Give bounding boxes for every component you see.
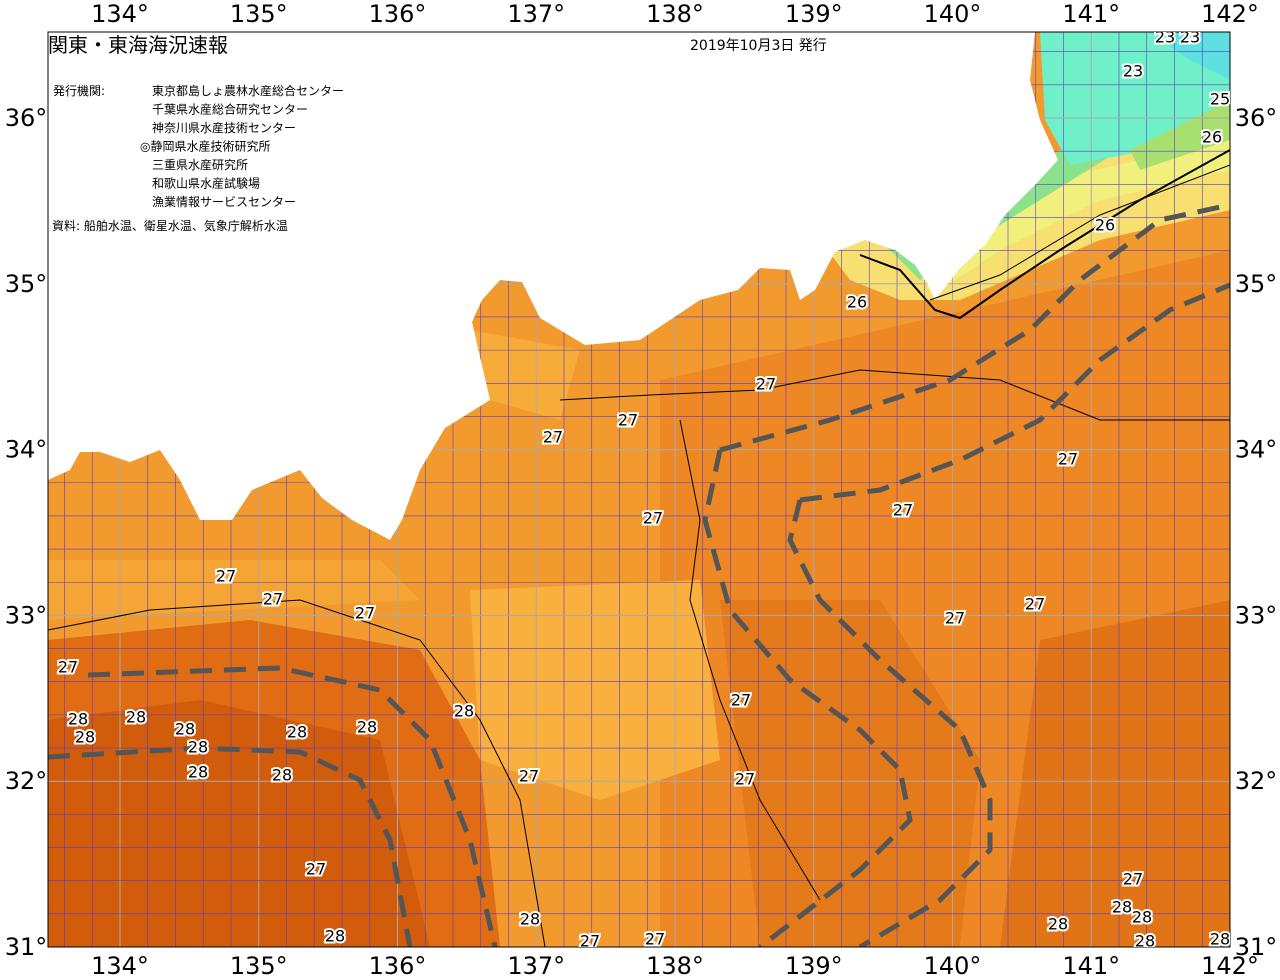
longitude-label: 136° [369, 952, 427, 980]
latitude-label: 36° [1235, 104, 1278, 132]
data-source: 資料: 船舶水温、衛星水温、気象庁解析水温 [52, 218, 288, 233]
contour-label: 27 [306, 860, 326, 879]
contour-label: 27 [519, 767, 539, 786]
land [48, 32, 1058, 540]
contour-label: 28 [357, 718, 377, 737]
contour-label: 28 [126, 708, 146, 727]
contour-label: 27 [1123, 870, 1143, 889]
contour-label: 28 [188, 763, 208, 782]
contour-label: 27 [618, 411, 638, 430]
longitude-label: 135° [230, 952, 288, 980]
issuer: ◎静岡県水産技術研究所 [140, 139, 270, 154]
latitude-label: 33° [5, 601, 48, 629]
land-shikoku [48, 350, 270, 460]
longitude-label: 139° [785, 952, 843, 980]
longitude-label: 141° [1062, 952, 1120, 980]
issuer: 和歌山県水産試験場 [152, 176, 260, 191]
issuer: 千葉県水産総合研究センター [152, 102, 308, 117]
longitude-label: 139° [785, 0, 843, 28]
contour-label: 27 [263, 590, 283, 609]
issuer: 神奈川県水産技術センター [152, 120, 296, 135]
kuroshio-path [48, 202, 1230, 947]
contour-label: 28 [272, 766, 292, 785]
contour-label: 28 [75, 728, 95, 747]
longitude-label: 141° [1062, 0, 1120, 28]
latitude-label: 35° [1235, 270, 1278, 298]
contour-label: 23 [1155, 28, 1175, 47]
contour-label: 27 [1025, 595, 1045, 614]
longitude-label: 142° [1201, 952, 1259, 980]
longitude-label: 140° [924, 952, 982, 980]
contour-label: 26 [1095, 216, 1115, 235]
contour-label: 27 [643, 509, 663, 528]
contour-label: 23 [1180, 28, 1200, 47]
contour-label: 27 [731, 691, 751, 710]
contour-label: 28 [188, 738, 208, 757]
contour-label: 28 [1048, 915, 1068, 934]
contour-label: 23 [1123, 62, 1143, 81]
contour-label: 27 [543, 428, 563, 447]
contour-label: 27 [580, 932, 600, 951]
longitude-label: 135° [230, 0, 288, 28]
longitude-label: 134° [91, 0, 149, 28]
longitude-label: 138° [646, 0, 704, 28]
contour-label: 28 [454, 702, 474, 721]
contour-label: 28 [1135, 932, 1155, 951]
latitude-label: 33° [1235, 601, 1278, 629]
contour-label: 27 [645, 930, 665, 949]
longitude-label: 136° [369, 0, 427, 28]
contour-label: 27 [893, 501, 913, 520]
latitude-label: 34° [5, 436, 48, 464]
latitude-label: 32° [5, 767, 48, 795]
contour-label: 28 [1210, 930, 1230, 949]
contour-label: 27 [216, 567, 236, 586]
longitude-label: 140° [924, 0, 982, 28]
contour-label: 28 [520, 910, 540, 929]
contour-label: 28 [175, 720, 195, 739]
contour-label: 28 [68, 710, 88, 729]
issuer-label: 発行機関: [53, 83, 105, 98]
contour-label: 27 [355, 604, 375, 623]
latitude-label: 31° [1235, 933, 1278, 961]
longitude-label: 134° [91, 952, 149, 980]
longitude-label: 138° [646, 952, 704, 980]
latitude-label: 35° [5, 270, 48, 298]
latitude-label: 36° [5, 104, 48, 132]
labels: 23 23 23 25 26 26 26 27 27 27 27 27 27 27 27 27 27 27 27 28… [56, 28, 1230, 951]
contour-label: 27 [1058, 450, 1078, 469]
longitude-label: 142° [1201, 0, 1259, 28]
contour-label: 28 [325, 927, 345, 946]
latitude-label: 31° [5, 933, 48, 961]
issue-date: 2019年10月3日 発行 [690, 38, 827, 54]
issuer: 漁業情報サービスセンター [152, 195, 296, 209]
map-frame [47, 31, 1231, 948]
contour-label: 27 [58, 658, 78, 677]
issuer: 三重県水産研究所 [152, 157, 248, 172]
contour-label: 27 [945, 609, 965, 628]
contour-label: 27 [756, 375, 776, 394]
contour-label: 26 [1202, 128, 1222, 147]
longitude-label: 137° [507, 952, 565, 980]
contour-label: 28 [287, 723, 307, 742]
latitude-label: 34° [1235, 436, 1278, 464]
contour-label: 27 [735, 770, 755, 789]
issuer: 東京都島しょ農林水産総合センター [152, 83, 344, 98]
contour-label: 25 [1210, 90, 1230, 109]
contour-label: 28 [1112, 898, 1132, 917]
contour-label: 28 [1132, 908, 1152, 927]
contour-label: 26 [847, 293, 867, 312]
latitude-label: 32° [1235, 767, 1278, 795]
title: 関東・東海海況速報 [48, 33, 228, 57]
longitude-label: 137° [507, 0, 565, 28]
isotherms [48, 149, 1230, 947]
